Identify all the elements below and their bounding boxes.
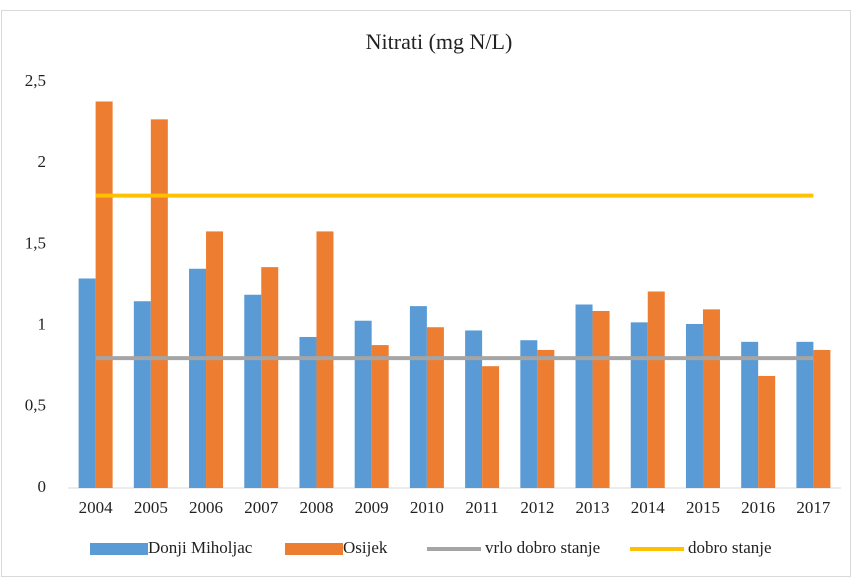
legend-label: Donji Miholjac <box>148 538 253 557</box>
bar <box>702 309 720 488</box>
bar <box>813 349 831 488</box>
legend-label: vrlo dobro stanje <box>485 538 600 557</box>
legend-label: Osijek <box>343 538 388 557</box>
x-tick-label: 2007 <box>244 498 279 517</box>
x-tick-label: 2011 <box>465 498 498 517</box>
bar <box>537 349 555 488</box>
bar <box>354 320 372 488</box>
bar <box>299 336 317 488</box>
bar <box>741 341 759 488</box>
x-tick-label: 2004 <box>79 498 114 517</box>
x-tick-label: 2008 <box>299 498 333 517</box>
bar <box>520 340 538 488</box>
bar <box>465 330 483 488</box>
y-tick-label: 2,5 <box>25 71 46 90</box>
x-tick-label: 2009 <box>355 498 389 517</box>
chart-border <box>1 10 851 577</box>
bar <box>592 310 610 488</box>
chart-title: Nitrati (mg N/L) <box>366 29 513 54</box>
bar <box>133 301 151 488</box>
bar <box>647 291 665 488</box>
x-tick-label: 2015 <box>686 498 720 517</box>
bar <box>482 366 500 488</box>
bar <box>685 323 703 488</box>
bar <box>371 345 389 488</box>
x-tick-label: 2010 <box>410 498 444 517</box>
x-tick-label: 2016 <box>741 498 775 517</box>
bar <box>426 327 444 488</box>
bar <box>796 341 814 488</box>
legend-label: dobro stanje <box>688 538 772 557</box>
legend-swatch <box>285 543 343 555</box>
y-tick-label: 1 <box>38 315 47 334</box>
x-tick-label: 2017 <box>796 498 831 517</box>
y-tick-label: 0,5 <box>25 396 46 415</box>
x-tick-label: 2005 <box>134 498 168 517</box>
y-tick-label: 0 <box>38 477 47 496</box>
bar <box>95 101 113 488</box>
bar <box>150 119 168 489</box>
y-tick-label: 1,5 <box>25 233 46 252</box>
bar <box>261 267 279 488</box>
bar <box>758 375 776 488</box>
x-tick-label: 2014 <box>631 498 666 517</box>
bar <box>575 304 593 488</box>
bar <box>78 278 96 488</box>
x-tick-label: 2006 <box>189 498 223 517</box>
bar <box>630 322 648 488</box>
bar <box>244 294 262 488</box>
x-tick-label: 2012 <box>520 498 554 517</box>
bar <box>189 268 207 488</box>
legend-swatch <box>90 543 148 555</box>
bar <box>409 306 427 488</box>
y-tick-label: 2 <box>38 152 47 171</box>
x-tick-label: 2013 <box>576 498 610 517</box>
